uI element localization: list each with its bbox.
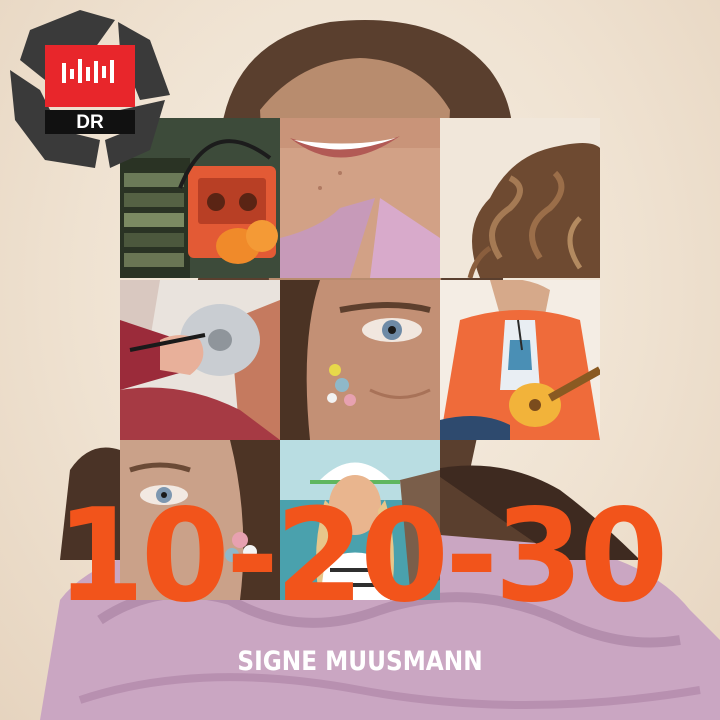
- dr-recycle-logo: DR: [10, 10, 170, 168]
- tile-curly-hair: [440, 118, 600, 278]
- album-title: 10-20-30: [55, 482, 669, 631]
- artist-name: SIGNE MUUSMANN: [237, 646, 483, 677]
- tile-smiling-mouth: [280, 118, 440, 278]
- dr-logo-text: DR: [76, 112, 104, 133]
- tile-ukulele: [440, 280, 600, 440]
- tile-girl-visor: [280, 440, 440, 600]
- dr-logo-black-box: [45, 110, 135, 134]
- tile-eye-earring: [120, 440, 280, 600]
- sound-bars-icon: [62, 59, 114, 83]
- tile-eye-closeup: [280, 280, 440, 440]
- tile-signing-cd: [120, 280, 280, 440]
